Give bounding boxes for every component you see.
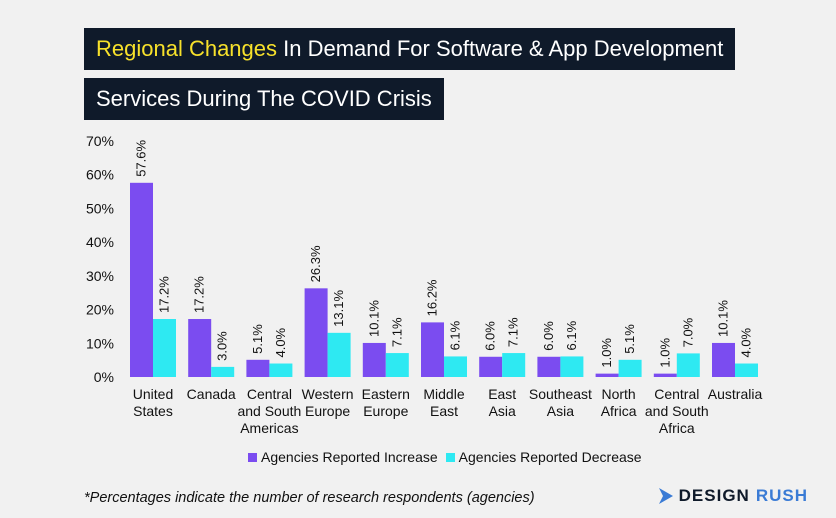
bar-increase — [479, 356, 503, 377]
x-tick-label: Asia — [547, 403, 574, 419]
bar-decrease — [153, 319, 176, 377]
x-tick-label: Asia — [489, 403, 516, 419]
y-tick-label: 0% — [94, 369, 114, 385]
x-tick-label: East — [430, 403, 458, 419]
x-tick-label: and South — [645, 403, 709, 419]
y-tick-label: 30% — [86, 268, 114, 284]
bar-decrease — [676, 353, 700, 377]
legend-item-increase: Agencies Reported Increase — [248, 449, 438, 465]
value-label-decrease: 4.0% — [273, 327, 288, 357]
x-tick-label: Central — [654, 386, 699, 402]
value-label-decrease: 7.0% — [680, 317, 695, 347]
title-rest: In Demand For Software & App Development — [277, 36, 724, 61]
designrush-logo: DESIGN RUSH — [658, 486, 808, 506]
y-tick-label: 40% — [86, 234, 114, 250]
bar-decrease — [502, 353, 526, 377]
bar-increase — [362, 342, 386, 377]
bar-decrease — [444, 356, 467, 377]
bar-decrease — [560, 356, 584, 377]
y-tick-label: 10% — [86, 335, 114, 351]
bar-increase — [712, 342, 735, 377]
value-label-decrease: 7.1% — [506, 317, 521, 347]
bar-decrease — [618, 359, 642, 377]
bar-decrease — [385, 353, 409, 377]
bar-decrease — [269, 363, 293, 377]
brand-part-2: RUSH — [755, 486, 808, 505]
x-tick-label: Central — [247, 386, 292, 402]
bar-increase — [421, 322, 444, 377]
value-label-increase: 6.0% — [541, 321, 556, 351]
chart-title-line-1: Regional Changes In Demand For Software … — [84, 28, 736, 70]
legend: Agencies Reported Increase Agencies Repo… — [248, 449, 642, 465]
value-label-decrease: 6.1% — [564, 320, 579, 350]
chart-title-line-2: Services During The COVID Crisis — [84, 78, 444, 120]
y-tick-label: 50% — [86, 200, 114, 216]
value-label-decrease: 5.1% — [622, 324, 637, 354]
value-label-decrease: 3.0% — [215, 331, 230, 361]
legend-item-decrease: Agencies Reported Decrease — [445, 449, 642, 465]
y-tick-label: 20% — [86, 302, 114, 318]
value-label-decrease: 17.2% — [157, 276, 172, 313]
y-tick-label: 60% — [86, 167, 114, 183]
value-label-decrease: 4.0% — [739, 327, 754, 357]
legend-label-increase: Agencies Reported Increase — [261, 449, 438, 465]
legend-swatch-decrease — [445, 452, 455, 462]
x-tick-label: States — [133, 403, 173, 419]
bar-increase — [595, 373, 619, 377]
bar-increase — [653, 373, 677, 377]
x-tick-label: United — [133, 386, 173, 402]
bar-increase — [188, 319, 212, 377]
x-tick-label: North — [601, 386, 635, 402]
x-tick-label: and South — [237, 403, 301, 419]
title-line-2-text: Services During The COVID Crisis — [96, 86, 432, 111]
bar-decrease — [735, 363, 758, 377]
x-tick-label: Middle — [423, 386, 464, 402]
x-tick-label: Canada — [187, 386, 236, 402]
value-label-increase: 6.0% — [483, 321, 498, 351]
legend-swatch-increase — [248, 452, 257, 462]
bar-decrease — [211, 366, 235, 377]
value-label-increase: 1.0% — [657, 338, 672, 368]
x-tick-label: Americas — [240, 420, 298, 436]
chevron-logo-icon — [658, 488, 673, 504]
value-label-decrease: 6.1% — [448, 320, 463, 350]
x-tick-label: Europe — [305, 403, 350, 419]
legend-label-decrease: Agencies Reported Decrease — [458, 449, 642, 465]
x-tick-label: Africa — [601, 403, 637, 419]
value-label-increase: 26.3% — [308, 245, 323, 282]
title-accent: Regional Changes — [96, 36, 278, 61]
bar-decrease — [327, 332, 351, 377]
y-tick-label: 70% — [86, 133, 114, 149]
value-label-increase: 10.1% — [366, 300, 381, 337]
bar-increase — [246, 359, 270, 377]
value-label-increase: 10.1% — [716, 300, 731, 337]
x-tick-label: East — [488, 386, 516, 402]
x-tick-label: Africa — [659, 420, 695, 436]
value-label-increase: 17.2% — [192, 276, 207, 313]
value-label-decrease: 13.1% — [331, 290, 346, 327]
bar-increase — [537, 356, 561, 377]
value-label-increase: 16.2% — [425, 279, 440, 316]
value-label-decrease: 7.1% — [389, 317, 404, 347]
x-tick-label: Eastern — [362, 386, 410, 402]
x-tick-label: Southeast — [529, 386, 592, 402]
x-tick-label: Western — [302, 386, 354, 402]
bar-increase — [130, 182, 153, 377]
brand-part-1: DESIGN — [678, 486, 750, 505]
value-label-increase: 5.1% — [250, 324, 265, 354]
x-tick-label: Australia — [708, 386, 763, 402]
x-tick-label: Europe — [363, 403, 408, 419]
value-label-increase: 57.6% — [134, 140, 149, 177]
bar-increase — [304, 288, 328, 377]
footnote: *Percentages indicate the number of rese… — [84, 490, 535, 506]
value-label-increase: 1.0% — [599, 338, 614, 368]
